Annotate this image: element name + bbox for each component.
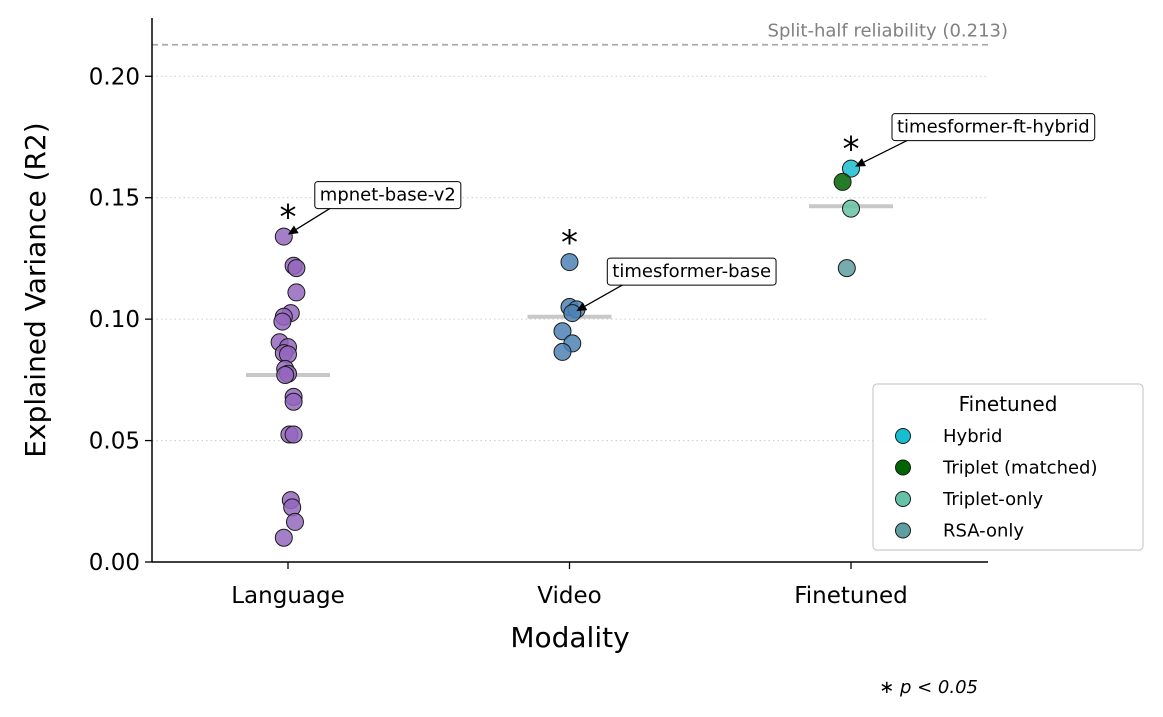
- annotation-arrowhead: [855, 158, 866, 167]
- annotation: mpnet-base-v2: [287, 181, 462, 235]
- data-point: [284, 392, 303, 411]
- data-points: [270, 159, 860, 547]
- legend-box: [872, 383, 1144, 551]
- reference-line-group: Split-half reliability (0.213): [152, 21, 1008, 46]
- reference-line-label: Split-half reliability (0.213): [768, 21, 1008, 42]
- legend-entry: Hybrid: [943, 426, 1002, 447]
- data-point: [279, 345, 297, 364]
- data-point: [284, 425, 303, 444]
- annotation-arrow: [584, 284, 623, 307]
- data-point: [287, 283, 306, 302]
- annotation-box: [891, 113, 1096, 142]
- annotation-arrow: [863, 139, 908, 163]
- legend-marker: [895, 459, 911, 476]
- y-ticks: 0.00 0.05 0.10 0.15 0.20: [89, 64, 152, 576]
- legend-entry: RSA-only: [943, 521, 1024, 542]
- x-ticks: Language Video Finetuned: [231, 562, 908, 609]
- annotation: timesformer-ft-hybrid: [855, 113, 1096, 167]
- significance-star: *: [843, 130, 860, 170]
- significance-star: *: [280, 198, 297, 238]
- x-tick-label: Video: [537, 583, 601, 609]
- data-point: [833, 172, 852, 191]
- annotation-arrow: [295, 208, 331, 230]
- data-point: [274, 528, 293, 547]
- significance-footnote: ∗ p < 0.05: [879, 677, 978, 698]
- legend-marker: [895, 491, 911, 507]
- annotation-arrowhead: [287, 225, 299, 235]
- annotation-label: timesformer-ft-hybrid: [897, 117, 1090, 138]
- y-tick-label: 0.10: [89, 307, 140, 333]
- data-point: [842, 199, 860, 218]
- x-tick-label: Finetuned: [794, 583, 908, 609]
- legend-marker: [895, 522, 911, 539]
- annotation: timesformer-base: [576, 257, 777, 312]
- data-point: [560, 253, 579, 272]
- data-point: [276, 366, 295, 384]
- annotation-box: [314, 181, 462, 210]
- y-tick-label: 0.15: [89, 186, 140, 212]
- data-point: [286, 512, 304, 531]
- data-point: [553, 342, 572, 361]
- annotations: mpnet-base-v2 timesformer-base timesformer…: [287, 113, 1096, 312]
- data-point: [287, 259, 306, 278]
- data-point: [283, 498, 302, 517]
- x-axis-title: Modality: [510, 621, 629, 654]
- annotation-arrowhead: [576, 302, 588, 312]
- y-tick-label: 0.20: [89, 64, 140, 90]
- data-point: [273, 312, 292, 331]
- y-tick-label: 0.00: [89, 550, 140, 576]
- y-tick-label: 0.05: [89, 429, 140, 455]
- legend-entry: Triplet-only: [942, 489, 1044, 510]
- data-point: [837, 259, 856, 278]
- data-point: [274, 227, 293, 246]
- legend-entry: Triplet (matched): [942, 458, 1098, 479]
- x-tick-label: Language: [231, 583, 345, 609]
- legend-title: Finetuned: [959, 392, 1058, 416]
- legend-marker: [895, 428, 911, 444]
- axes: [151, 18, 988, 563]
- data-point: [553, 322, 572, 341]
- annotation-label: timesformer-base: [612, 261, 771, 282]
- significance-markers: * * *: [280, 130, 860, 263]
- legend: Finetuned Hybrid Triplet (matched) Triplet…: [872, 383, 1144, 551]
- y-axis-title: Explained Variance (R2): [19, 122, 52, 457]
- data-point: [842, 159, 860, 178]
- annotation-label: mpnet-base-v2: [320, 185, 456, 206]
- annotation-box: [606, 257, 777, 286]
- data-point: [563, 304, 582, 323]
- significance-star: *: [561, 223, 578, 263]
